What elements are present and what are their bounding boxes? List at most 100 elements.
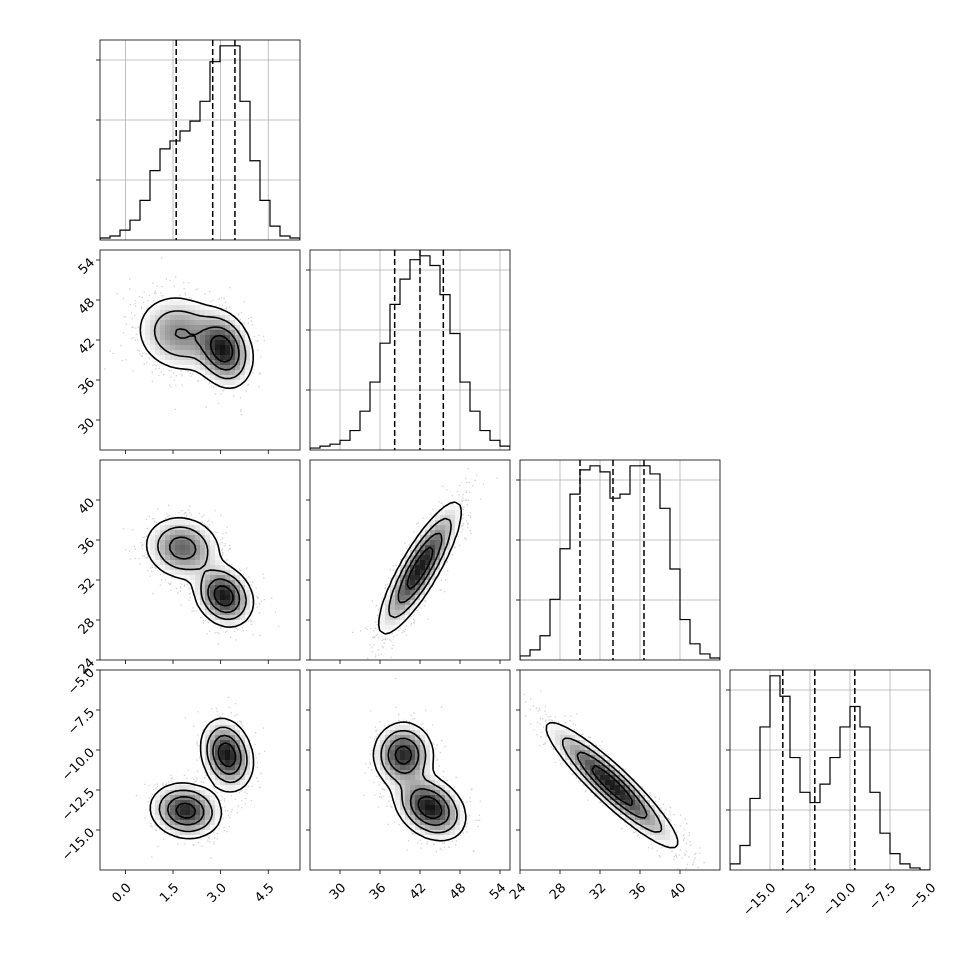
- density-cell: [190, 365, 196, 371]
- density-cell: [235, 740, 241, 746]
- density-cell: [225, 345, 231, 351]
- density-cell: [180, 810, 186, 816]
- density-cell: [240, 770, 246, 776]
- density-cell: [155, 350, 161, 356]
- density-cell: [200, 525, 206, 531]
- density-cell: [180, 545, 186, 551]
- density-cell: [165, 555, 171, 561]
- density-cell: [205, 305, 211, 311]
- density-cell: [430, 835, 436, 841]
- density-cell: [215, 380, 221, 386]
- density-cell: [205, 350, 211, 356]
- density-cell: [420, 815, 426, 821]
- density-cell: [400, 815, 406, 821]
- density-cell: [420, 540, 426, 546]
- density-cell: [565, 750, 571, 756]
- density-cell: [425, 550, 431, 556]
- density-cell: [205, 600, 211, 606]
- density-cell: [210, 605, 216, 611]
- density-cell: [395, 725, 401, 731]
- density-cell: [635, 800, 641, 806]
- density-cell: [180, 800, 186, 806]
- contour-level-1: [388, 517, 452, 619]
- density-cell: [200, 335, 206, 341]
- density-cell: [165, 565, 171, 571]
- density-cell: [165, 330, 171, 336]
- density-cell: [185, 535, 191, 541]
- density-cell: [200, 795, 206, 801]
- density-cell: [590, 750, 596, 756]
- density-cell: [165, 300, 171, 306]
- density-cell: [425, 765, 431, 771]
- density-cell: [180, 790, 186, 796]
- density-cell: [180, 560, 186, 566]
- density-cell: [450, 805, 456, 811]
- density-cell: [665, 835, 671, 841]
- density-cell: [455, 830, 461, 836]
- density-cell: [595, 760, 601, 766]
- density-cell: [415, 600, 421, 606]
- density-cell: [190, 335, 196, 341]
- density-cell: [235, 780, 241, 786]
- density-cell: [620, 770, 626, 776]
- density-cell: [400, 775, 406, 781]
- density-cell: [205, 375, 211, 381]
- density-cell: [650, 825, 656, 831]
- density-cell: [195, 580, 201, 586]
- density-cell: [405, 750, 411, 756]
- density-cell: [190, 530, 196, 536]
- density-cell: [635, 810, 641, 816]
- density-cell: [420, 750, 426, 756]
- density-cell: [645, 805, 651, 811]
- density-cell: [625, 780, 631, 786]
- density-cell: [630, 815, 636, 821]
- density-cell: [440, 560, 446, 566]
- density-cell: [215, 550, 221, 556]
- density-cell: [225, 375, 231, 381]
- density-cell: [210, 815, 216, 821]
- density-cell: [210, 340, 216, 346]
- density-cell: [205, 310, 211, 316]
- contour-level-3: [209, 334, 234, 363]
- density-cell: [435, 820, 441, 826]
- density-cell: [570, 735, 576, 741]
- density-cell: [205, 595, 211, 601]
- density-cell: [645, 825, 651, 831]
- density-cell: [170, 560, 176, 566]
- density-cell: [205, 570, 211, 576]
- density-cell: [230, 755, 236, 761]
- density-cell: [180, 570, 186, 576]
- density-cell: [415, 565, 421, 571]
- density-cell: [190, 520, 196, 526]
- density-cell: [175, 570, 181, 576]
- density-cell: [410, 725, 416, 731]
- density-cell: [215, 620, 221, 626]
- y-tick-label-1: 54: [76, 255, 98, 277]
- density-cell: [400, 570, 406, 576]
- density-cell: [165, 315, 171, 321]
- density-cell: [395, 750, 401, 756]
- density-cell: [375, 765, 381, 771]
- density-cell: [175, 830, 181, 836]
- histogram-panel-0: [96, 39, 301, 241]
- density-cell: [205, 830, 211, 836]
- density-cell: [220, 595, 226, 601]
- density-cell: [235, 620, 241, 626]
- density-cell: [425, 830, 431, 836]
- density-cell: [245, 755, 251, 761]
- density-cell: [585, 740, 591, 746]
- histogram-panel-3: [726, 669, 931, 871]
- x-tick-label-0: 4.5: [252, 881, 277, 906]
- density-cell: [245, 360, 251, 366]
- density-cell: [190, 800, 196, 806]
- contour-level-2: [397, 532, 443, 604]
- density-cell: [175, 800, 181, 806]
- density-cell: [200, 745, 206, 751]
- density-cell: [230, 355, 236, 361]
- density-cell: [420, 560, 426, 566]
- density-cell: [395, 595, 401, 601]
- x-tick-label-1: 36: [367, 881, 389, 903]
- density-cell: [645, 815, 651, 821]
- panel-frame: [99, 669, 301, 871]
- density-cell: [395, 790, 401, 796]
